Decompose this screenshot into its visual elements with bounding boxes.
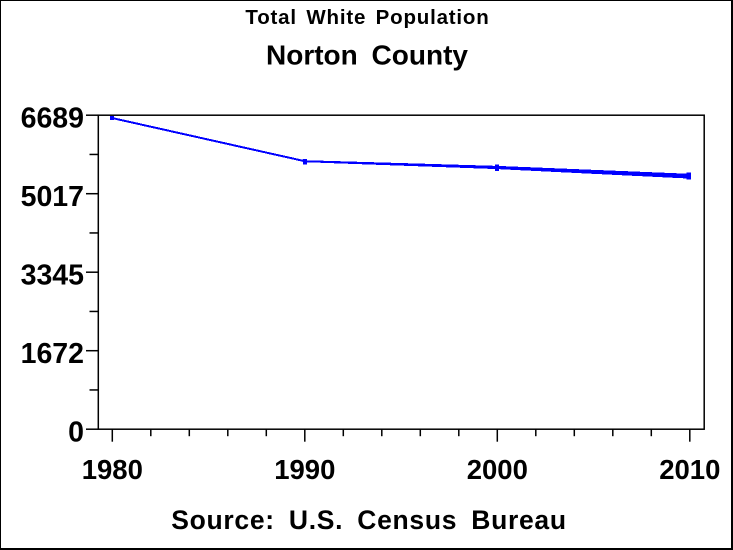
- svg-text:1980: 1980: [82, 454, 143, 485]
- svg-text:3345: 3345: [21, 259, 85, 291]
- svg-text:6689: 6689: [21, 102, 84, 134]
- svg-text:Norton County: Norton County: [266, 40, 468, 71]
- svg-text:Total White Population: Total White Population: [245, 6, 489, 29]
- svg-text:2010: 2010: [659, 454, 720, 485]
- svg-text:1672: 1672: [21, 338, 84, 370]
- svg-text:Source: U.S. Census Bureau: Source: U.S. Census Bureau: [171, 505, 567, 535]
- svg-text:5017: 5017: [21, 181, 84, 213]
- svg-text:0: 0: [68, 416, 84, 448]
- svg-text:1990: 1990: [274, 454, 335, 485]
- svg-text:2000: 2000: [467, 454, 528, 485]
